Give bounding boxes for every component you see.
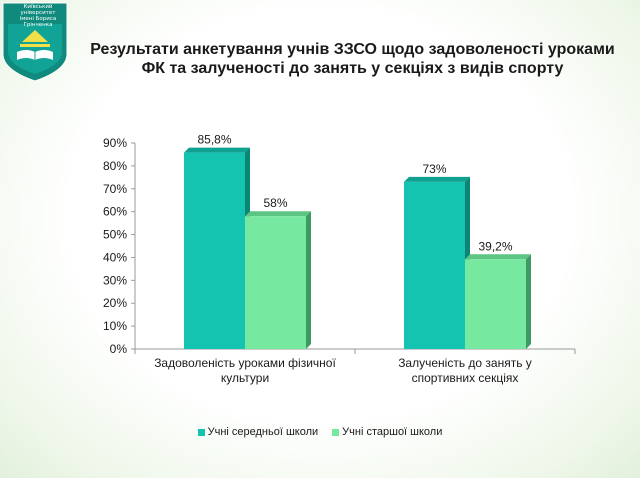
legend-swatch-series-2: [332, 428, 340, 436]
university-shield-icon: [2, 2, 68, 82]
y-tick-label: 70%: [103, 182, 127, 196]
y-tick-label: 50%: [103, 228, 127, 242]
chart-legend: Учні середньої школи Учні старшої школи: [0, 426, 640, 438]
legend-label-series-2: Учні старшої школи: [342, 426, 443, 438]
legend-item-series-2: Учні старшої школи: [332, 426, 442, 438]
bar-value-label: 39,2%: [478, 239, 512, 253]
title-line-1: Результати анкетування учнів ЗЗСО щодо з…: [90, 41, 615, 58]
legend-item-series-1: Учні середньої школи: [197, 426, 319, 438]
x-category-label: Залученість до занять у: [398, 356, 532, 370]
bar-side: [306, 211, 311, 349]
y-tick-label: 90%: [103, 136, 127, 150]
bar-value-label: 85,8%: [197, 133, 231, 147]
bar-top: [465, 254, 531, 260]
bar-top: [245, 211, 311, 217]
bar-value-label: 58%: [263, 196, 287, 210]
bar: [465, 259, 526, 349]
bar: [245, 216, 306, 349]
logo-line-2: імені Бориса Грінченка: [19, 16, 57, 28]
y-tick-label: 10%: [103, 319, 127, 333]
bar-side: [526, 254, 531, 349]
legend-swatch-series-1: [197, 428, 205, 436]
x-category-label: спортивних секціях: [412, 371, 519, 385]
legend-label-series-1: Учні середньої школи: [207, 426, 319, 438]
y-tick-label: 40%: [103, 250, 127, 264]
logo-caption: Київський університет імені Бориса Грінч…: [8, 4, 68, 28]
y-tick-label: 30%: [103, 273, 127, 287]
bar: [404, 181, 465, 349]
bar-top: [184, 147, 250, 153]
page-title: Результати анкетування учнів ЗЗСО щодо з…: [80, 40, 625, 78]
y-tick-label: 80%: [103, 159, 127, 173]
x-category-label: культури: [221, 371, 269, 385]
bar-top: [404, 176, 470, 182]
y-tick-label: 0%: [110, 342, 128, 356]
bar-value-label: 73%: [422, 162, 446, 176]
university-logo: Київський університет імені Бориса Грінч…: [2, 2, 68, 82]
bar: [184, 152, 245, 349]
y-tick-label: 60%: [103, 205, 127, 219]
x-category-label: Задоволеність уроками фізичної: [154, 356, 336, 370]
title-line-2: ФК та залученості до занять у секціях з …: [141, 60, 564, 77]
logo-line-1: Київський університет: [20, 4, 56, 16]
y-tick-label: 20%: [103, 296, 127, 310]
